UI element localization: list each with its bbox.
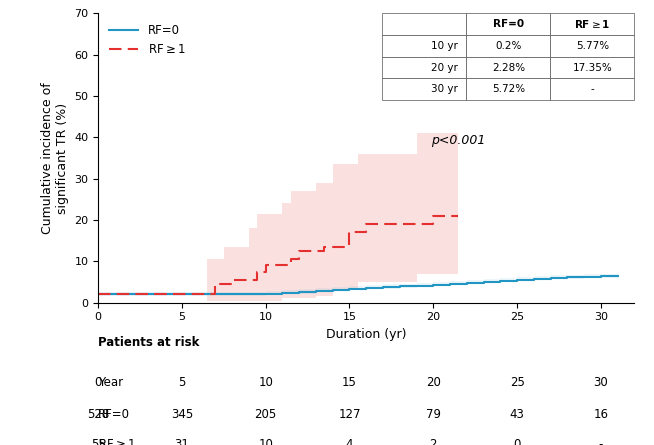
RF$\geq$1 [387, 222, 395, 227]
Text: 20: 20 [426, 376, 441, 388]
RF=0 [463, 280, 471, 285]
RF$\geq$1 [455, 213, 462, 218]
Text: 16: 16 [593, 408, 608, 421]
Text: 205: 205 [254, 408, 277, 421]
RF$\geq$1 [161, 291, 169, 297]
RF$\geq$1 [446, 213, 454, 218]
Text: 2: 2 [430, 438, 437, 445]
Text: 15: 15 [342, 376, 357, 388]
RF$\geq$1 [295, 248, 303, 254]
RF$\geq$1 [287, 256, 295, 262]
Text: 4: 4 [346, 438, 353, 445]
Y-axis label: Cumulative incidence of
significant TR (%): Cumulative incidence of significant TR (… [41, 82, 69, 234]
RF=0 [479, 279, 487, 285]
RF$\geq$1 [362, 222, 370, 227]
Text: 31: 31 [175, 438, 189, 445]
Text: 345: 345 [171, 408, 193, 421]
RF=0 [530, 276, 538, 282]
RF$\geq$1 [245, 277, 253, 283]
RF$\geq$1 [262, 263, 269, 268]
RF$\geq$1 [128, 291, 135, 297]
RF$\geq$1 [320, 244, 328, 250]
RF=0 [396, 284, 404, 289]
RF=0 [496, 279, 504, 284]
Text: p<0.001: p<0.001 [430, 134, 485, 146]
RF=0 [211, 291, 219, 297]
RF=0 [513, 277, 521, 283]
Text: 55: 55 [91, 438, 105, 445]
RF$\geq$1 [379, 222, 387, 227]
RF=0 [564, 275, 572, 280]
RF=0 [379, 285, 387, 290]
RF$\geq$1 [312, 248, 320, 254]
Line: RF$\geq$1: RF$\geq$1 [98, 216, 458, 294]
Text: 127: 127 [338, 408, 361, 421]
Text: 43: 43 [509, 408, 525, 421]
RF$\geq$1 [253, 269, 261, 274]
Text: 30: 30 [593, 376, 608, 388]
RF$\geq$1 [228, 277, 236, 283]
RF$\geq$1 [345, 230, 353, 235]
RF$\geq$1 [94, 291, 102, 297]
RF=0 [345, 286, 353, 291]
RF=0 [262, 291, 269, 297]
RF=0 [597, 274, 605, 279]
Text: 79: 79 [426, 408, 441, 421]
Text: 25: 25 [509, 376, 525, 388]
RF$\geq$1 [111, 291, 119, 297]
RF$\geq$1 [329, 244, 337, 250]
RF$\geq$1 [195, 291, 203, 297]
RF=0 [446, 281, 454, 286]
Text: RF$\geq$1: RF$\geq$1 [98, 438, 136, 445]
RF=0 [195, 291, 203, 297]
RF$\geq$1 [203, 291, 211, 297]
Text: 0: 0 [513, 438, 521, 445]
RF=0 [362, 286, 370, 291]
RF$\geq$1 [211, 281, 219, 287]
RF=0 [312, 289, 320, 294]
RF$\geq$1 [178, 291, 186, 297]
RF$\geq$1 [413, 222, 421, 227]
RF$\geq$1 [220, 281, 228, 287]
Text: 10: 10 [258, 376, 273, 388]
RF=0 [580, 274, 588, 279]
RF=0 [613, 273, 621, 279]
RF=0 [547, 275, 555, 281]
RF$\geq$1 [279, 263, 286, 268]
RF=0 [245, 291, 253, 297]
Text: 10: 10 [258, 438, 273, 445]
Text: 5: 5 [178, 376, 186, 388]
Line: RF=0: RF=0 [98, 276, 617, 294]
Text: -: - [598, 438, 603, 445]
Text: 0: 0 [94, 376, 102, 388]
RF=0 [413, 283, 421, 288]
RF=0 [295, 290, 303, 295]
RF=0 [279, 291, 286, 296]
Text: Patients at risk: Patients at risk [98, 336, 199, 348]
RF$\geq$1 [354, 230, 362, 235]
RF=0 [329, 287, 337, 293]
RF=0 [228, 291, 236, 297]
Text: RF=0: RF=0 [98, 408, 130, 421]
RF$\geq$1 [429, 213, 437, 218]
Legend: RF=0, RF$\geq$1: RF=0, RF$\geq$1 [104, 19, 190, 61]
RF=0 [94, 291, 102, 297]
X-axis label: Duration (yr): Duration (yr) [326, 328, 407, 341]
RF$\geq$1 [145, 291, 152, 297]
Text: Year: Year [98, 376, 123, 388]
RF=0 [429, 282, 437, 287]
Text: 528: 528 [87, 408, 109, 421]
RF$\geq$1 [396, 222, 404, 227]
